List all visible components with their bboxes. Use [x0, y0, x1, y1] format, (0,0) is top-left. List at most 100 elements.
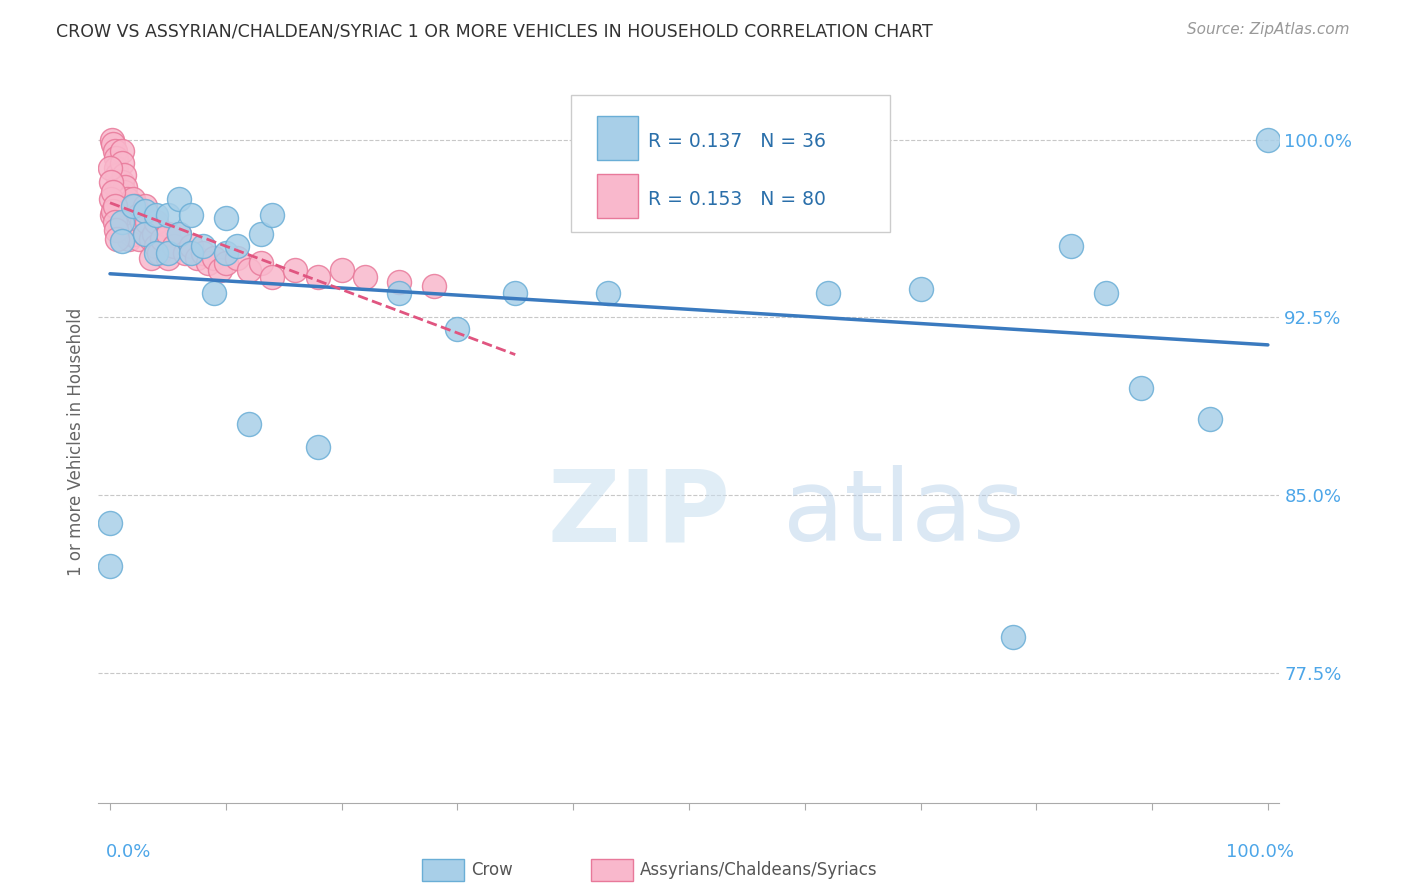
Point [262, 269, 284, 284]
Point [124, 199, 146, 213]
Point [105, 180, 128, 194]
FancyBboxPatch shape [596, 174, 638, 218]
Point [98, 516, 121, 531]
Point [156, 246, 179, 260]
Point [139, 232, 162, 246]
Point [110, 222, 132, 236]
Point [180, 246, 202, 260]
Point [169, 227, 191, 242]
Point [1060, 239, 1083, 253]
Text: Crow: Crow [471, 861, 513, 879]
Point [117, 215, 139, 229]
Point [148, 246, 170, 260]
Point [169, 192, 191, 206]
Point [202, 251, 225, 265]
Point [215, 255, 238, 269]
Point [191, 239, 214, 253]
Text: 100.0%: 100.0% [1226, 843, 1294, 861]
Point [423, 279, 446, 293]
Point [1129, 381, 1152, 395]
Point [103, 203, 125, 218]
Point [191, 246, 214, 260]
Point [98, 161, 121, 175]
Point [307, 441, 329, 455]
Point [1002, 630, 1025, 644]
Point [114, 180, 136, 194]
Point [226, 251, 249, 265]
Point [104, 199, 127, 213]
Y-axis label: 1 or more Vehicles in Household: 1 or more Vehicles in Household [66, 308, 84, 575]
Point [104, 161, 127, 175]
Point [1257, 132, 1279, 146]
Point [104, 222, 127, 236]
Text: Assyrians/Chaldeans/Syriacs: Assyrians/Chaldeans/Syriacs [640, 861, 877, 879]
Point [215, 211, 238, 225]
Point [174, 246, 197, 260]
Point [115, 222, 138, 236]
Point [122, 192, 145, 206]
Point [105, 168, 128, 182]
Point [186, 251, 208, 265]
Point [105, 232, 128, 246]
Point [108, 199, 131, 213]
Point [110, 208, 132, 222]
Point [249, 227, 271, 242]
Point [503, 286, 526, 301]
Point [115, 208, 138, 222]
Point [104, 152, 127, 166]
Point [150, 232, 173, 246]
Point [284, 262, 307, 277]
Point [202, 286, 225, 301]
Point [112, 185, 135, 199]
Point [330, 262, 353, 277]
Point [110, 145, 132, 159]
Point [388, 286, 411, 301]
Point [180, 208, 202, 222]
Text: R = 0.137   N = 36: R = 0.137 N = 36 [648, 132, 825, 152]
Point [134, 227, 156, 242]
Point [139, 251, 162, 265]
Point [104, 215, 127, 229]
Point [107, 185, 129, 199]
Point [145, 208, 167, 222]
Text: 0.0%: 0.0% [105, 843, 150, 861]
Point [197, 255, 219, 269]
Point [110, 235, 132, 249]
Point [118, 199, 141, 213]
Point [226, 239, 249, 253]
Point [107, 192, 129, 206]
Point [596, 286, 619, 301]
Point [262, 208, 284, 222]
Point [117, 232, 139, 246]
FancyBboxPatch shape [596, 117, 638, 160]
Point [104, 145, 127, 159]
Point [180, 239, 202, 253]
Point [110, 175, 132, 189]
Point [131, 215, 153, 229]
Point [446, 322, 468, 336]
Point [103, 137, 125, 152]
Point [208, 262, 231, 277]
Point [307, 269, 329, 284]
Point [108, 208, 131, 222]
Point [117, 192, 139, 206]
Point [110, 192, 132, 206]
Point [143, 227, 166, 242]
Point [98, 558, 121, 573]
Point [910, 282, 932, 296]
Point [145, 246, 167, 260]
Point [145, 215, 167, 229]
Point [238, 262, 260, 277]
Point [1094, 286, 1116, 301]
Point [120, 208, 142, 222]
Point [163, 239, 186, 253]
Point [100, 192, 122, 206]
Point [388, 275, 411, 289]
Point [117, 208, 139, 222]
Point [124, 227, 146, 242]
Point [114, 199, 136, 213]
Point [156, 227, 179, 242]
Point [122, 222, 145, 236]
Point [101, 132, 124, 146]
Text: atlas: atlas [783, 466, 1025, 562]
